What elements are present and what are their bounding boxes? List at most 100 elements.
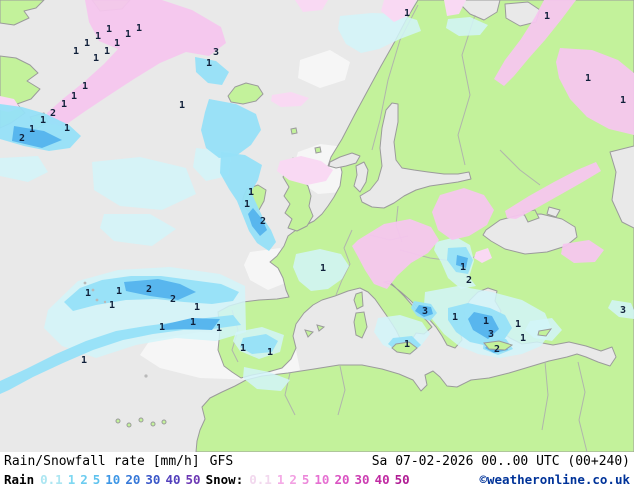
island-canary-3 bbox=[138, 417, 144, 423]
precip-amount-label: 1 bbox=[125, 29, 131, 40]
island-faroe bbox=[290, 127, 298, 135]
precip-amount-label: 1 bbox=[179, 100, 185, 111]
rain-scale-values: 0.1 1 2 5 10 20 30 40 50 bbox=[40, 471, 205, 488]
rain-area-alboran bbox=[243, 367, 290, 391]
precip-amount-label: 1 bbox=[84, 38, 90, 49]
precip-amount-label: 1 bbox=[452, 312, 458, 323]
scale-value: 2 bbox=[80, 472, 88, 487]
scale-value: 20 bbox=[125, 472, 141, 487]
valid-datetime: Sa 07-02-2026 00..00 UTC (00+240) bbox=[371, 454, 630, 469]
scale-value: 2 bbox=[289, 472, 297, 487]
rain-area-cyprus bbox=[525, 318, 562, 341]
precip-amount-label: 1 bbox=[515, 319, 521, 330]
precip-amount-label: 1 bbox=[109, 300, 115, 311]
scale-value: 40 bbox=[374, 472, 390, 487]
islands-layer bbox=[83, 127, 553, 428]
rain-area-west-edge bbox=[0, 156, 48, 182]
precip-amount-label: 1 bbox=[244, 199, 250, 210]
island-azores-2 bbox=[91, 288, 95, 292]
island-madeira bbox=[144, 374, 148, 378]
precip-amount-label: 1 bbox=[61, 99, 67, 110]
precip-amount-label: 1 bbox=[585, 73, 591, 84]
precip-amount-label: 1 bbox=[136, 23, 142, 34]
map-title-text: Rain/Snowfall rate [mm/h] bbox=[4, 454, 200, 469]
rain-area-norwegian-sea bbox=[338, 13, 421, 53]
snow-area-northeast-mass bbox=[556, 48, 634, 135]
rain-core-tyrrhenian bbox=[415, 305, 433, 317]
scale-value: 0.1 bbox=[249, 472, 272, 487]
rain-dark-layer bbox=[12, 126, 508, 353]
precip-amount-label: 1 bbox=[95, 31, 101, 42]
border-russia-ukraine bbox=[499, 149, 541, 186]
snow-area-top-russia bbox=[444, 0, 466, 16]
snow-area-northwest-band bbox=[47, 0, 226, 126]
scale-value: 40 bbox=[165, 472, 181, 487]
legend-scale-row: Rain 0.1 1 2 5 10 20 30 40 50 Snow: 0.1 1 2 5 10 20 30… bbox=[0, 470, 634, 488]
snow-area-central-europe bbox=[352, 219, 439, 289]
island-menorca bbox=[316, 324, 326, 332]
island-sicily bbox=[391, 341, 418, 355]
precip-amount-label: 1 bbox=[64, 123, 70, 134]
precip-amount-label: 3 bbox=[620, 305, 626, 316]
precip-amount-label: 1 bbox=[320, 263, 326, 274]
island-canary-1 bbox=[115, 418, 121, 424]
precip-amount-label: 1 bbox=[40, 115, 46, 126]
precip-amount-label: 1 bbox=[104, 46, 110, 57]
precip-amount-label: 1 bbox=[81, 355, 87, 366]
scale-value: 1 bbox=[67, 472, 76, 487]
rain-area-spain-core bbox=[240, 334, 278, 354]
snow-area-west-of-black-sea bbox=[432, 188, 494, 240]
cloud-norwegian-sea bbox=[298, 50, 350, 88]
river-nile bbox=[577, 361, 588, 452]
rain-core-northwest bbox=[12, 126, 62, 148]
border-france-east bbox=[335, 229, 353, 296]
precip-amount-label: 1 bbox=[114, 38, 120, 49]
precip-amount-label: 1 bbox=[206, 58, 212, 69]
snow-scale-values: 0.1 1 2 5 10 20 30 40 50 bbox=[249, 471, 414, 488]
snow-area-northeast-band bbox=[494, 0, 576, 86]
precip-amount-label: 1 bbox=[116, 286, 122, 297]
island-canary-4 bbox=[150, 421, 156, 427]
rain-area-midatlantic-1 bbox=[92, 157, 196, 210]
rain-area-south-of-iceland bbox=[201, 99, 261, 158]
precip-amount-label: 1 bbox=[106, 24, 112, 35]
precip-amount-label: 3 bbox=[422, 306, 428, 317]
precip-amount-label: 1 bbox=[620, 95, 626, 106]
scale-value: 0.1 bbox=[40, 472, 63, 487]
precip-amount-label: 1 bbox=[240, 343, 246, 354]
precip-amount-label: 3 bbox=[488, 329, 494, 340]
sea-skagerrak bbox=[328, 152, 361, 169]
border-libya-egypt bbox=[541, 361, 549, 431]
precip-amount-label: 1 bbox=[73, 46, 79, 57]
precip-amount-label: 2 bbox=[170, 294, 176, 305]
rain-core-aegean bbox=[468, 312, 499, 339]
snow-area-ukraine-band bbox=[505, 162, 601, 219]
precip-amount-label: 1 bbox=[267, 347, 273, 358]
rain-core-ireland bbox=[248, 208, 267, 236]
rain-area-midatlantic-2 bbox=[100, 214, 176, 246]
snow-scale-label: Snow: bbox=[205, 472, 244, 487]
precip-amount-label: 1 bbox=[404, 339, 410, 350]
precip-amount-label: 1 bbox=[483, 316, 489, 327]
island-corsica bbox=[353, 291, 364, 310]
scale-value: 1 bbox=[276, 472, 285, 487]
land-greenland bbox=[0, 0, 45, 26]
sea-baltic bbox=[359, 102, 472, 209]
snow-area-south-of-iceland bbox=[271, 92, 309, 107]
precip-amount-label: 1 bbox=[248, 187, 254, 198]
scale-value: 10 bbox=[314, 472, 330, 487]
scale-value: 10 bbox=[105, 472, 121, 487]
scale-value: 50 bbox=[185, 472, 201, 487]
precip-amount-label: 1 bbox=[194, 302, 200, 313]
island-canary-5 bbox=[161, 419, 167, 425]
copyright-text: ©weatheronline.co.uk bbox=[479, 472, 630, 487]
island-shetland bbox=[314, 146, 322, 154]
snow-area-bosporus bbox=[474, 248, 492, 263]
rain-core-atlantic-upper bbox=[124, 279, 196, 300]
sea-kattegat bbox=[353, 161, 369, 193]
rain-area-barents bbox=[446, 17, 488, 36]
